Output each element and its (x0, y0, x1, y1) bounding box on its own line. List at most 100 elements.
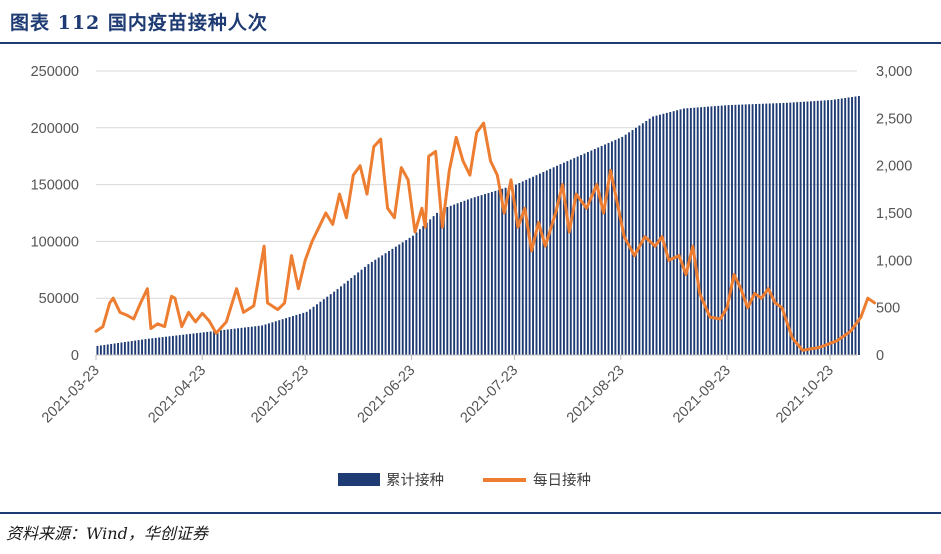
bar-cumulative (367, 264, 370, 355)
bar-cumulative (851, 96, 853, 356)
source-note: 资料来源：Wind，华创证券 (6, 524, 208, 543)
bar-cumulative (652, 116, 655, 355)
bar-cumulative (785, 102, 788, 355)
bar-cumulative (676, 110, 679, 355)
bar-cumulative (840, 98, 843, 356)
bar-cumulative (151, 338, 154, 355)
bar-cumulative (837, 98, 840, 355)
bar-cumulative (796, 102, 799, 356)
bar-cumulative (254, 326, 257, 355)
title-rule (0, 42, 941, 44)
bar-cumulative (765, 103, 768, 355)
bar-cumulative (635, 127, 637, 355)
bar-cumulative (480, 195, 483, 355)
bar-cumulative (816, 100, 819, 355)
bar-cumulative (521, 181, 524, 355)
title-bar: 图表 112 国内疫苗接种人次 (0, 0, 941, 44)
bar-cumulative (490, 191, 493, 355)
bar-cumulative (686, 108, 689, 355)
bar-cumulative (460, 202, 462, 355)
bar-cumulative (432, 216, 435, 355)
bar-cumulative (710, 106, 713, 355)
bar-cumulative (147, 338, 150, 355)
bar-cumulative (717, 105, 720, 355)
bar-cumulative (707, 106, 709, 356)
bar-cumulative (683, 108, 685, 356)
bar-cumulative (99, 345, 102, 355)
bar-cumulative (168, 336, 171, 355)
bar-cumulative (477, 196, 480, 355)
bar-cumulative (463, 200, 466, 355)
y-left-tick-label: 50000 (39, 291, 79, 307)
bar-cumulative (360, 269, 363, 355)
bar-cumulative (271, 322, 274, 355)
bar-cumulative (772, 103, 775, 355)
bar-cumulative (264, 324, 267, 355)
bar-cumulative (381, 255, 384, 355)
bar-cumulative (199, 332, 202, 355)
bar-cumulative (343, 283, 346, 355)
bar-cumulative (178, 335, 181, 355)
bar-cumulative (638, 125, 641, 355)
y-left-tick-label: 200000 (31, 121, 79, 137)
bar-cumulative (487, 192, 490, 355)
bar-cumulative (298, 313, 301, 355)
bar-cumulative (226, 329, 229, 355)
bar-cumulative (302, 312, 305, 355)
bar-cumulative (806, 101, 809, 355)
bar-cumulative (689, 107, 692, 356)
bar-cumulative (501, 188, 504, 355)
bar-cumulative (134, 340, 137, 355)
bar-cumulative (333, 291, 336, 355)
bar-cumulative (768, 103, 771, 355)
bar-cumulative (662, 113, 665, 355)
bar-cumulative (141, 339, 143, 355)
bar-cumulative (827, 100, 829, 355)
bar-cumulative (854, 96, 857, 356)
bar-cumulative (720, 105, 723, 355)
bar-cumulative (216, 330, 219, 355)
bar-cumulative (422, 225, 425, 355)
x-tick-label: 2021-07-23 (458, 363, 522, 427)
bar-cumulative (398, 244, 401, 355)
bar-cumulative (370, 261, 373, 355)
bar-cumulative (357, 272, 360, 355)
x-tick-label: 2021-05-23 (248, 363, 312, 427)
bar-cumulative (542, 172, 545, 355)
y-left-tick-label: 0 (71, 348, 79, 364)
bar-cumulative (549, 168, 552, 355)
bar-cumulative (672, 111, 675, 355)
bar-cumulative (669, 112, 672, 356)
bar-cumulative (621, 136, 624, 355)
bar-cumulative (189, 333, 192, 355)
bar-cumulative (113, 343, 116, 355)
bar-cumulative (583, 153, 586, 355)
bar-cumulative (377, 257, 380, 355)
bar-cumulative (624, 134, 627, 355)
bar-cumulative (607, 142, 610, 355)
bar-cumulative (261, 325, 264, 355)
bar-cumulative (484, 194, 486, 355)
bar-cumulative (724, 105, 727, 355)
bar-cumulative (741, 104, 744, 355)
bar-cumulative (792, 102, 795, 355)
bar-cumulative (559, 164, 562, 355)
y-right-tick-label: 2,500 (876, 111, 912, 127)
bar-cumulative (384, 253, 387, 355)
legend: 累计接种 每日接种 (338, 472, 591, 489)
bar-cumulative (425, 222, 428, 355)
x-tick-label: 2021-10-23 (773, 363, 837, 427)
bar-cumulative (566, 161, 569, 355)
bar-cumulative (789, 102, 792, 355)
bar-cumulative (213, 331, 216, 355)
bar-cumulative (525, 179, 528, 355)
bar-cumulative (319, 301, 322, 355)
bar-cumulative (508, 186, 510, 355)
y-right-tick-label: 1,000 (876, 253, 912, 269)
bar-cumulative (292, 316, 294, 355)
bar-cumulative (182, 334, 185, 355)
x-tick-label: 2021-06-23 (355, 363, 419, 427)
bar-cumulative (600, 145, 603, 355)
bar-cumulative (350, 278, 353, 355)
bar-cumulative (696, 107, 699, 355)
